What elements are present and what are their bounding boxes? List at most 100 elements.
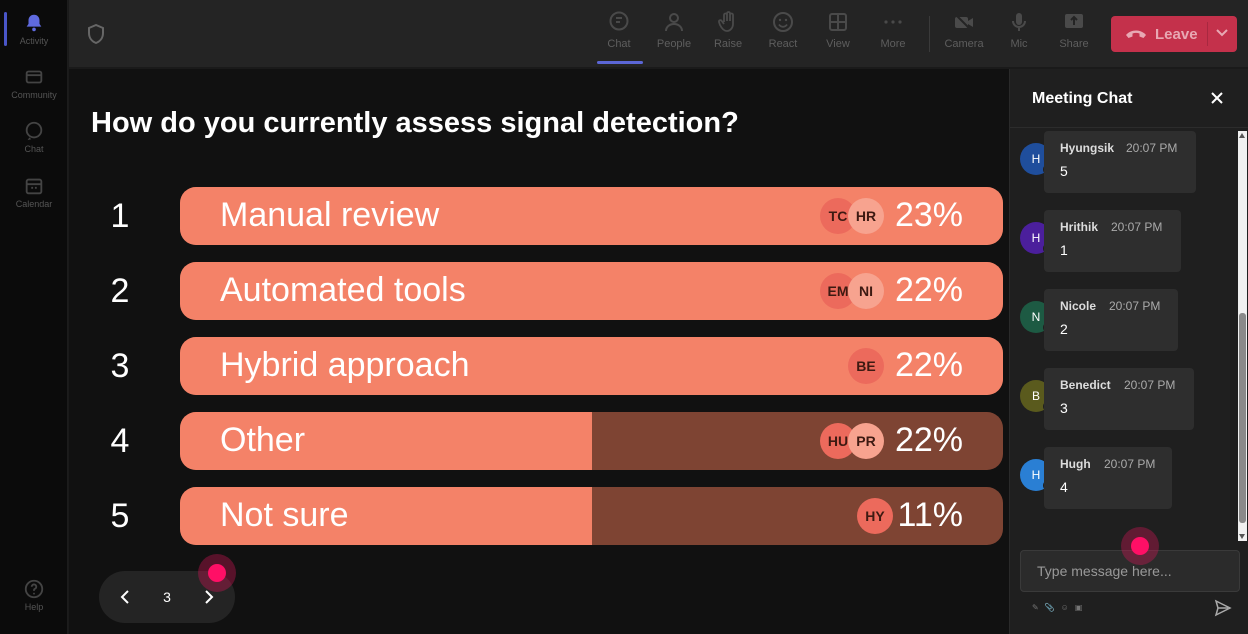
message-text: 4 bbox=[1060, 479, 1068, 495]
mic-button[interactable]: Mic bbox=[994, 10, 1044, 50]
option-label: Not sure bbox=[220, 496, 349, 534]
chat-button[interactable]: Chat bbox=[594, 10, 644, 50]
shield-icon[interactable] bbox=[87, 24, 105, 44]
gif-icon[interactable]: ▣ bbox=[1074, 603, 1083, 612]
rail-item-activity[interactable]: Activity bbox=[0, 12, 68, 46]
chevron-down-icon[interactable] bbox=[1215, 28, 1229, 38]
option-number: 3 bbox=[110, 347, 130, 385]
message-bubble: Hugh 20:07 PM 4 bbox=[1044, 447, 1172, 509]
mic-button-label: Mic bbox=[1010, 38, 1028, 50]
message-bubble: Nicole 20:07 PM 2 bbox=[1044, 289, 1178, 351]
scroll-down-arrow[interactable] bbox=[1239, 534, 1245, 539]
sender-name: Hugh bbox=[1060, 457, 1091, 471]
option-percent: 22% bbox=[894, 421, 963, 459]
mic-icon bbox=[1012, 13, 1026, 31]
chevron-right-icon[interactable] bbox=[199, 587, 219, 607]
message-bubble: Hyungsik 20:07 PM 5 bbox=[1044, 131, 1196, 193]
community-icon bbox=[25, 70, 43, 84]
raise-hand-button[interactable]: Raise bbox=[703, 10, 753, 50]
rail-item-label: Chat bbox=[24, 144, 44, 154]
message-text: 2 bbox=[1060, 321, 1068, 337]
bell-icon bbox=[26, 14, 42, 32]
option-number: 4 bbox=[110, 422, 130, 460]
rail-item-label: Activity bbox=[19, 36, 49, 46]
react-button-label: React bbox=[768, 38, 798, 50]
sender-name: Nicole bbox=[1060, 299, 1097, 313]
close-icon[interactable] bbox=[1210, 91, 1224, 105]
view-button-label: View bbox=[826, 38, 850, 50]
scroll-up-arrow[interactable] bbox=[1239, 133, 1245, 138]
chat-header-divider bbox=[1010, 127, 1248, 128]
option-percent: 11% bbox=[897, 496, 963, 534]
poll-question: How do you currently assess signal detec… bbox=[91, 107, 739, 139]
people-button-label: People bbox=[656, 38, 692, 50]
camera-button-label: Camera bbox=[944, 38, 984, 50]
option-percent: 23% bbox=[894, 196, 963, 234]
app-rail: Activity Community Chat Calendar Help bbox=[0, 0, 68, 634]
raise-hand-label: Raise bbox=[713, 38, 743, 50]
option-percent: 22% bbox=[894, 346, 963, 384]
option-label: Other bbox=[220, 421, 306, 459]
attach-icon[interactable]: 📎 bbox=[1044, 603, 1055, 612]
option-bar-fill bbox=[180, 487, 592, 545]
pointer-indicator bbox=[1121, 527, 1159, 565]
rail-item-community[interactable]: Community bbox=[0, 66, 68, 100]
chat-icon bbox=[609, 11, 629, 31]
calendar-icon bbox=[25, 178, 43, 195]
chat-message-input[interactable] bbox=[1020, 550, 1240, 592]
more-button-label: More bbox=[880, 38, 906, 50]
message-text: 3 bbox=[1060, 400, 1068, 416]
camera-button[interactable]: Camera bbox=[939, 10, 989, 50]
option-number: 5 bbox=[110, 497, 130, 535]
poll-option[interactable]: 1 Manual review TC HR 23% bbox=[69, 187, 1009, 245]
rail-item-label: Calendar bbox=[15, 199, 53, 209]
format-icon[interactable]: ✎ bbox=[1032, 603, 1039, 612]
poll-option[interactable]: 3 Hybrid approach BE 22% bbox=[69, 337, 1009, 395]
message-text: 1 bbox=[1060, 242, 1068, 258]
option-bar: Automated tools EM NI 22% bbox=[180, 262, 1003, 320]
message-text: 5 bbox=[1060, 163, 1068, 179]
voter-avatar: HY bbox=[857, 498, 893, 534]
people-button[interactable]: People bbox=[649, 10, 699, 50]
rail-item-calendar[interactable]: Calendar bbox=[0, 175, 68, 209]
poll-option[interactable]: 5 Not sure HY 11% bbox=[69, 487, 1009, 545]
poll-option[interactable]: 4 Other HU PR 22% bbox=[69, 412, 1009, 470]
message-bubble: Benedict 20:07 PM 3 bbox=[1044, 368, 1194, 430]
page-number: 3 bbox=[163, 589, 171, 605]
chat-scrollbar[interactable] bbox=[1238, 131, 1247, 541]
option-bar: Other HU PR 22% bbox=[180, 412, 1003, 470]
chat-panel-title: Meeting Chat bbox=[1032, 90, 1133, 107]
more-button[interactable]: More bbox=[868, 10, 918, 50]
grid-view-icon bbox=[829, 13, 847, 31]
option-label: Automated tools bbox=[220, 271, 466, 309]
rail-item-chat[interactable]: Chat bbox=[0, 120, 68, 154]
voter-avatar: PR bbox=[848, 423, 884, 459]
option-bar: Manual review TC HR 23% bbox=[180, 187, 1003, 245]
sender-name: Hrithik bbox=[1060, 220, 1099, 234]
sender-name: Hyungsik bbox=[1060, 141, 1115, 155]
message-time: 20:07 PM bbox=[1111, 220, 1163, 234]
chat-button-label: Chat bbox=[607, 38, 631, 50]
view-button[interactable]: View bbox=[813, 10, 863, 50]
option-label: Manual review bbox=[220, 196, 440, 234]
share-button-label: Share bbox=[1059, 38, 1089, 50]
chevron-left-icon[interactable] bbox=[115, 587, 135, 607]
rail-item-help[interactable]: Help bbox=[0, 578, 68, 612]
meeting-toolbar: Chat People Raise React View More Camera… bbox=[69, 0, 1248, 68]
chat-active-indicator bbox=[597, 61, 643, 64]
toolbar-divider bbox=[929, 16, 930, 52]
compose-toolbar: ✎ 📎 ☺ ▣ bbox=[1032, 603, 1082, 612]
option-bar-fill bbox=[180, 412, 592, 470]
emoji-icon[interactable]: ☺ bbox=[1060, 603, 1069, 612]
react-button[interactable]: React bbox=[758, 10, 808, 50]
option-percent: 22% bbox=[894, 271, 963, 309]
scrollbar-thumb[interactable] bbox=[1239, 313, 1246, 523]
send-icon[interactable] bbox=[1214, 599, 1232, 617]
hand-icon bbox=[718, 11, 734, 32]
option-number: 2 bbox=[110, 272, 130, 310]
leave-button[interactable]: Leave bbox=[1111, 16, 1237, 52]
rail-item-label: Community bbox=[11, 90, 57, 100]
share-button[interactable]: Share bbox=[1049, 10, 1099, 50]
poll-option[interactable]: 2 Automated tools EM NI 22% bbox=[69, 262, 1009, 320]
leave-button-label: Leave bbox=[1155, 25, 1198, 43]
